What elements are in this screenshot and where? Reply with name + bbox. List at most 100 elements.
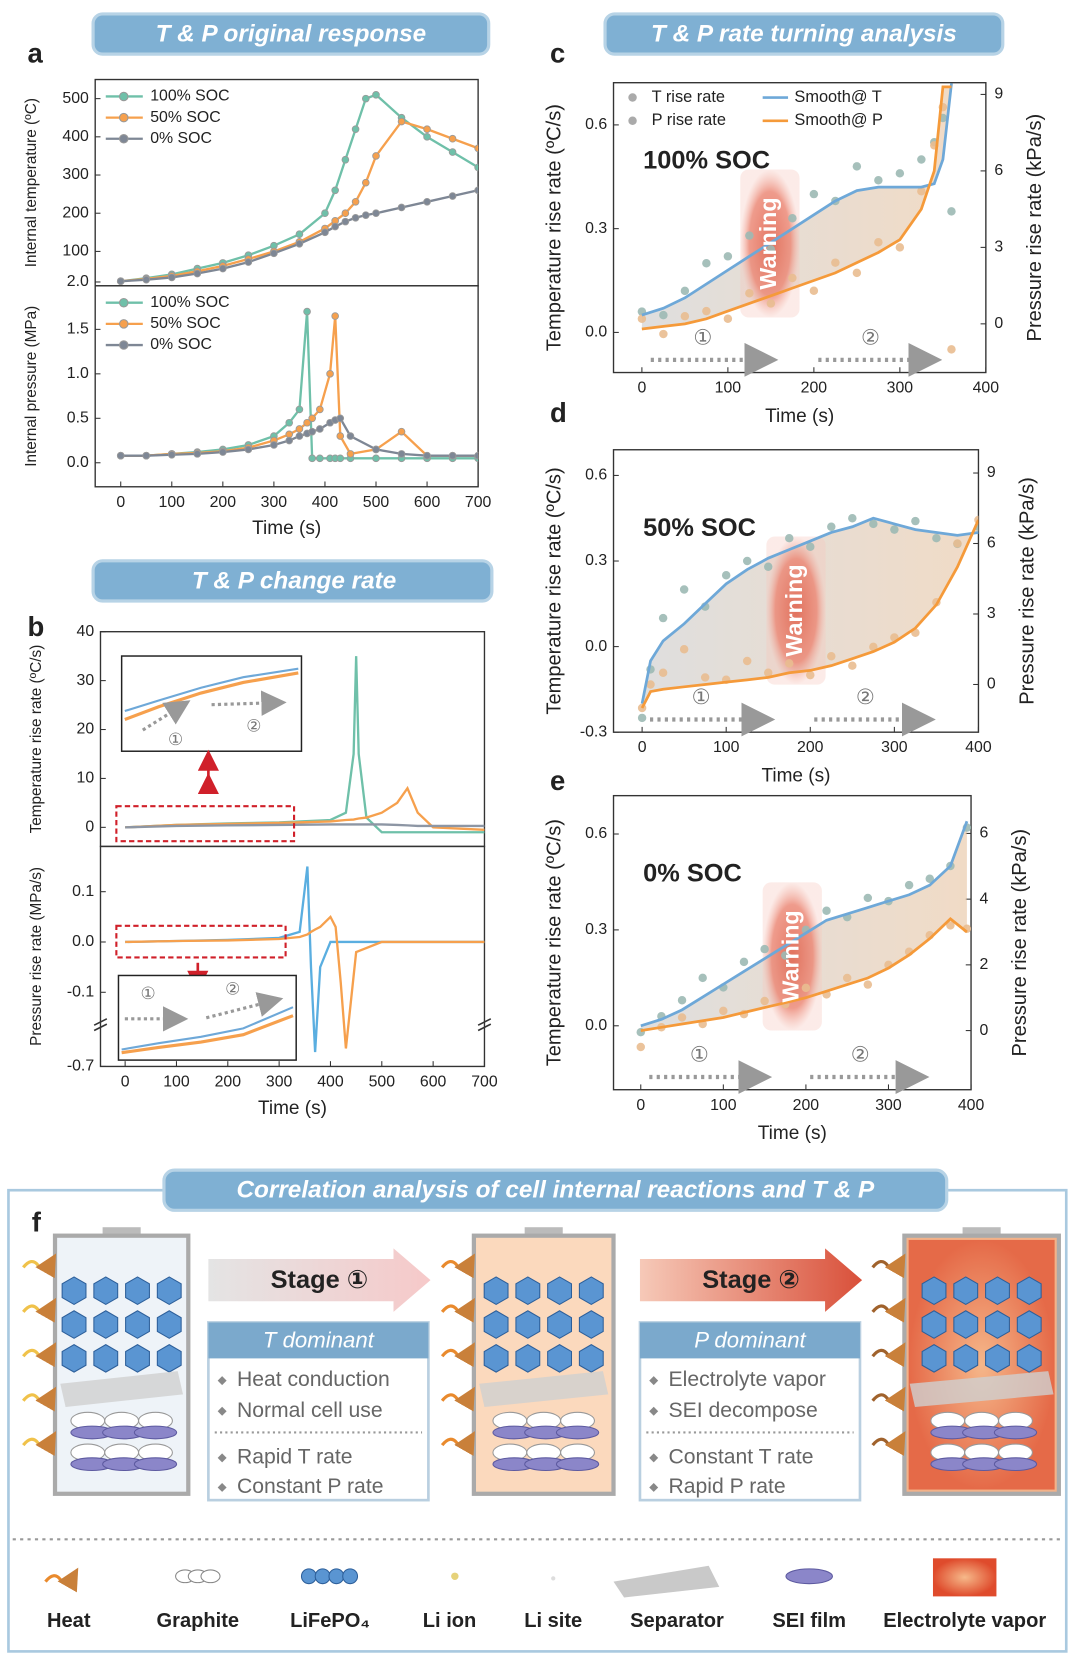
line-marker bbox=[244, 445, 253, 454]
y-tick-label: 30 bbox=[77, 672, 95, 689]
y-axis-label: Temperature rise rate (ºC/s) bbox=[28, 645, 45, 834]
legend-label: Heat bbox=[47, 1610, 91, 1632]
scatter-point bbox=[680, 286, 690, 296]
inset-curve bbox=[124, 667, 299, 713]
scatter-point bbox=[874, 176, 883, 185]
line-marker bbox=[372, 152, 380, 160]
highlight-box bbox=[115, 805, 296, 843]
scatter-point bbox=[863, 893, 873, 903]
stage-number: ② bbox=[225, 980, 240, 999]
legend-marker bbox=[119, 319, 129, 329]
heat-arrow bbox=[22, 1386, 57, 1412]
series-line bbox=[640, 820, 969, 1028]
series-line bbox=[125, 914, 485, 1049]
sei-film bbox=[993, 1425, 1038, 1440]
line-marker bbox=[285, 430, 294, 439]
y-tick-label: 100 bbox=[62, 243, 89, 260]
x-tick-label: 0 bbox=[638, 739, 647, 756]
header-pill bbox=[603, 12, 1005, 56]
legend-label: 50% SOC bbox=[150, 315, 221, 332]
line-marker bbox=[167, 273, 176, 282]
line-marker bbox=[361, 211, 370, 219]
heat-arrow bbox=[871, 1386, 906, 1412]
scatter-point bbox=[842, 973, 852, 983]
plot-area bbox=[125, 866, 485, 1053]
y-tick-label: 0.0 bbox=[585, 324, 607, 341]
x-tick-label: 600 bbox=[420, 1073, 447, 1090]
line-marker bbox=[308, 427, 316, 436]
lifepo4 bbox=[578, 1276, 604, 1306]
separator bbox=[60, 1371, 183, 1408]
lifepo4 bbox=[61, 1344, 87, 1373]
header: T & P original response bbox=[156, 21, 427, 48]
heat-arrow bbox=[440, 1297, 475, 1323]
soc-label: 0% SOC bbox=[643, 860, 742, 888]
heat-arrow bbox=[871, 1431, 906, 1456]
lifepo4 bbox=[921, 1276, 947, 1306]
stage-number: ② bbox=[246, 716, 261, 735]
inset-curve bbox=[121, 1006, 294, 1051]
line-marker bbox=[397, 427, 406, 436]
scatter-point bbox=[869, 642, 878, 652]
stage-number: ① bbox=[692, 686, 711, 709]
y2-tick-label: 3 bbox=[987, 605, 996, 622]
scatter-point bbox=[658, 668, 668, 677]
line-marker bbox=[316, 425, 324, 433]
chart: 0 10 20 30 40 Temperature rise rate (ºC/s) ① ② bbox=[28, 623, 486, 848]
legend-marker bbox=[119, 297, 129, 308]
stage-item: Constant T rate bbox=[669, 1445, 814, 1468]
line-marker bbox=[423, 197, 431, 206]
y-axis-label: Temperature rise rate (ºC/s) bbox=[544, 104, 566, 351]
panel-label: a bbox=[28, 37, 44, 68]
y2-tick-label: 6 bbox=[980, 825, 989, 842]
line-marker bbox=[321, 228, 329, 237]
x-axis-label: Time (s) bbox=[258, 1098, 327, 1119]
scatter-point bbox=[745, 231, 754, 240]
stage-arrow bbox=[141, 700, 191, 732]
line-marker bbox=[295, 239, 304, 248]
header: T & P change rate bbox=[192, 567, 396, 594]
bullet bbox=[217, 1376, 227, 1386]
plot-area bbox=[125, 656, 485, 834]
legend-label: 100% SOC bbox=[150, 294, 229, 311]
x-tick-label: 400 bbox=[965, 739, 992, 756]
lifepo4 bbox=[985, 1310, 1010, 1339]
lifepo4 bbox=[1016, 1310, 1042, 1339]
y-tick-label: 1.0 bbox=[67, 365, 89, 382]
line-marker bbox=[303, 418, 311, 427]
warning-zone bbox=[762, 882, 822, 1031]
heat-arrow bbox=[440, 1253, 475, 1279]
line-marker bbox=[142, 275, 151, 284]
x-tick-label: 400 bbox=[973, 380, 1000, 397]
scatter-point bbox=[658, 613, 668, 623]
scatter-point bbox=[659, 329, 668, 339]
scatter-point bbox=[700, 673, 710, 682]
line-marker bbox=[285, 418, 294, 427]
scatter-point bbox=[721, 571, 731, 580]
legend-li-ion bbox=[451, 1572, 459, 1580]
line-marker bbox=[331, 186, 339, 195]
line-marker bbox=[474, 451, 479, 460]
scatter-point bbox=[806, 670, 815, 680]
lifepo4 bbox=[515, 1310, 541, 1339]
x-tick-label: 100 bbox=[715, 380, 742, 397]
stage-number: ② bbox=[851, 1043, 870, 1066]
line-marker bbox=[193, 269, 202, 278]
stage-label: Stage ① bbox=[271, 1266, 369, 1294]
line-marker bbox=[351, 213, 360, 222]
line-marker bbox=[308, 454, 316, 463]
lifepo4 bbox=[483, 1344, 509, 1373]
y-tick-label: 0.1 bbox=[72, 883, 94, 900]
scatter-point bbox=[781, 951, 790, 960]
scatter-point bbox=[848, 513, 857, 523]
lifepo4 bbox=[93, 1344, 119, 1373]
heat-arrow bbox=[871, 1342, 906, 1368]
y-tick-label: 0.0 bbox=[67, 454, 89, 471]
scatter-point bbox=[677, 995, 687, 1005]
x-axis-label: Time (s) bbox=[758, 1123, 827, 1144]
plot-frame bbox=[94, 285, 479, 488]
legend-lifepo4 bbox=[314, 1568, 331, 1585]
heat-arrow bbox=[871, 1253, 906, 1279]
line-marker bbox=[341, 217, 350, 226]
plot-area bbox=[636, 820, 972, 1052]
